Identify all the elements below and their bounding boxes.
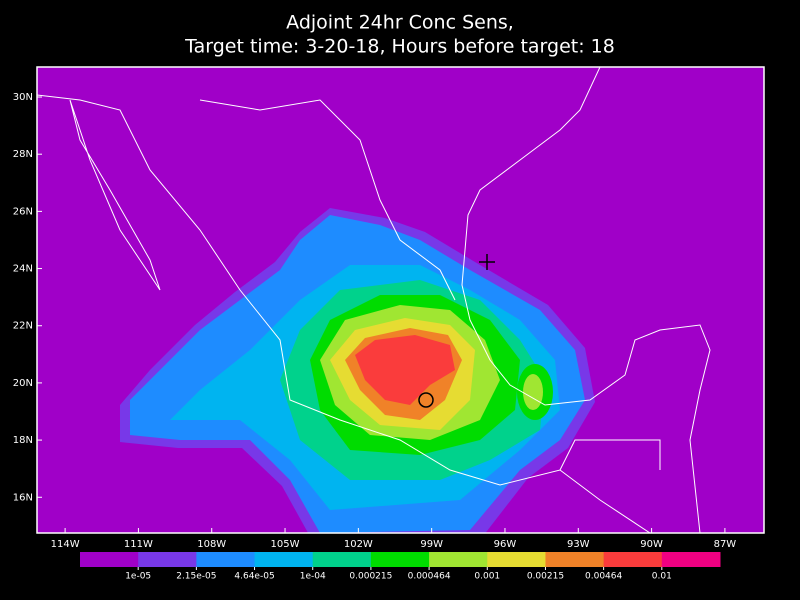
x-tick-label: 114W [51, 539, 80, 550]
y-tick-label: 16N [13, 492, 33, 503]
y-tick-label: 30N [13, 92, 33, 103]
colorbar-label: 1e-04 [300, 572, 326, 582]
x-tick-label: 111W [124, 539, 153, 550]
x-tick-label: 96W [494, 539, 517, 550]
border [559, 439, 661, 471]
colorbar-box [80, 552, 139, 567]
colorbar-label: 0.001 [474, 572, 500, 582]
y-tick-label: 26N [13, 206, 33, 217]
colorbar-label: 0.00464 [585, 572, 622, 582]
source-marker [418, 392, 434, 408]
target-marker [479, 254, 495, 270]
x-tick-label: 102W [344, 539, 373, 550]
colorbar-box [138, 552, 197, 567]
contour [355, 335, 455, 405]
map-frame [36, 66, 765, 534]
x-tick-label: 105W [271, 539, 300, 550]
title-line: Target time: 3-20-18, Hours before targe… [184, 36, 615, 58]
colorbar-box [429, 552, 488, 567]
colorbar-box [254, 552, 314, 567]
colorbar-label: 0.000464 [408, 572, 451, 582]
map-area [37, 67, 764, 533]
contour [523, 374, 543, 410]
coastline [37, 94, 651, 533]
colorbar-box [370, 552, 430, 567]
x-tick-label: 87W [714, 539, 737, 550]
y-tick-label: 24N [13, 264, 33, 275]
colorbar-label: 0.01 [652, 572, 672, 582]
y-tick-label: 28N [13, 149, 33, 160]
y-tick-label: 20N [13, 378, 33, 389]
colorbar-box [196, 552, 256, 567]
colorbar-label: 0.000215 [349, 572, 392, 582]
colorbar-box [603, 552, 663, 567]
colorbar-box [312, 552, 372, 567]
y-tick-label: 18N [13, 435, 33, 446]
colorbar-box [545, 552, 605, 567]
x-tick-label: 93W [567, 539, 590, 550]
colorbar-box [487, 552, 546, 567]
colorbar-label: 4.64e-05 [234, 572, 274, 582]
coastline [69, 99, 161, 291]
title-line: Adjoint 24hr Conc Sens, [286, 12, 514, 34]
coastline [461, 67, 711, 533]
colorbar-label: 1e-05 [125, 572, 151, 582]
border [199, 99, 456, 301]
colorbar-label: 0.00215 [527, 572, 564, 582]
x-tick-label: 99W [420, 539, 443, 550]
colorbar-label: 2.15e-05 [176, 572, 216, 582]
x-tick-label: 108W [197, 539, 226, 550]
x-tick-label: 90W [640, 539, 663, 550]
y-tick-label: 22N [13, 321, 33, 332]
colorbar-box [661, 552, 721, 567]
